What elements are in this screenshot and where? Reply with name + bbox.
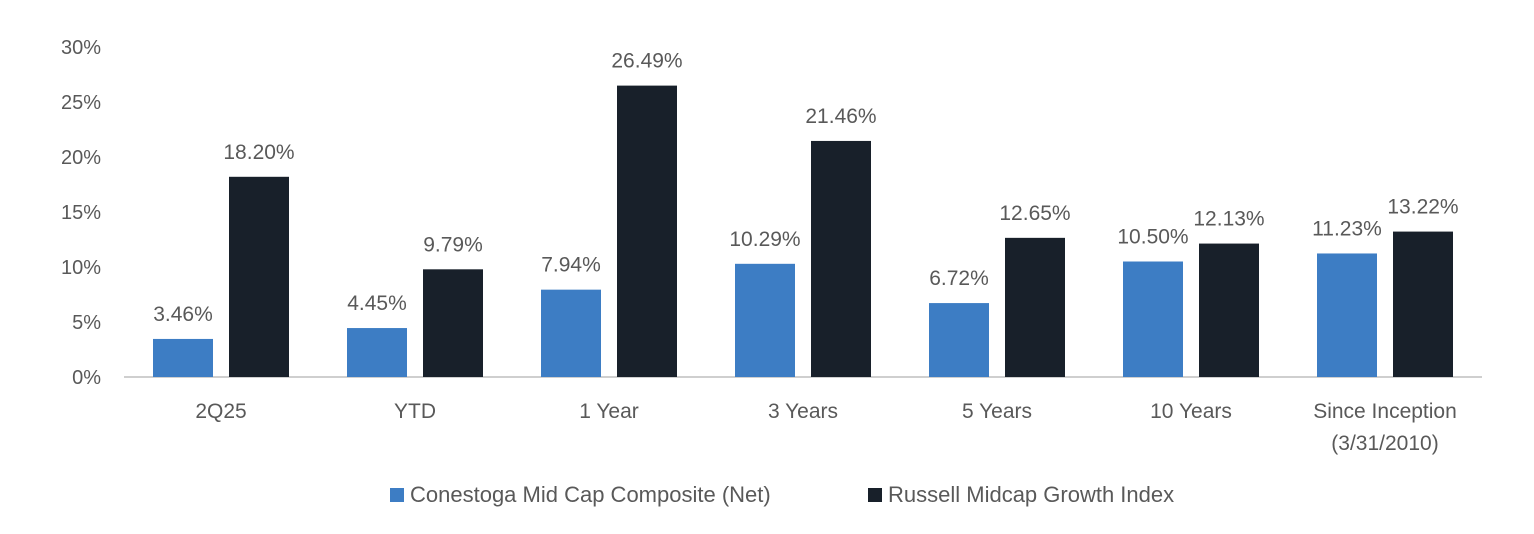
data-label-series-2: 18.20% (223, 141, 294, 164)
bar-series-2 (617, 85, 677, 378)
x-category-label: 3 Years (768, 400, 838, 423)
bar-series-1 (929, 303, 989, 377)
y-tick-label: 20% (61, 147, 101, 169)
x-category-label-line: YTD (394, 400, 436, 423)
legend: Conestoga Mid Cap Composite (Net) Russell… (390, 482, 1174, 507)
bar-series-2 (1393, 231, 1453, 377)
x-axis: 2Q25 YTD 1 Year 3 Years 5 Years 10 Years Since… (195, 400, 1456, 455)
data-label-series-2: 21.46% (805, 105, 876, 128)
x-category-label: 1 Year (579, 400, 639, 423)
bar-series-1 (347, 328, 407, 377)
bar-series-1 (1123, 261, 1183, 377)
bars (153, 85, 1453, 378)
data-label-series-2: 9.79% (423, 233, 483, 256)
y-tick-label: 10% (61, 257, 101, 279)
x-category-label-line: 5 Years (962, 400, 1032, 423)
x-category-label: Since Inception (3/31/2010) (1313, 400, 1457, 455)
y-tick-label: 5% (72, 312, 101, 334)
x-category-label-line: (3/31/2010) (1331, 432, 1438, 455)
x-category-label-line: 1 Year (579, 400, 639, 423)
legend-swatch-series-2 (868, 488, 882, 502)
y-tick-label: 30% (61, 37, 101, 59)
bar-series-2 (1005, 237, 1065, 377)
y-tick-label: 25% (61, 92, 101, 114)
legend-label-series-2: Russell Midcap Growth Index (888, 482, 1174, 507)
bar-series-1 (541, 289, 601, 377)
data-label-series-2: 13.22% (1387, 196, 1458, 219)
legend-swatch-series-1 (390, 488, 404, 502)
bar-series-2 (229, 176, 289, 377)
data-label-series-2: 12.65% (999, 202, 1070, 225)
data-label-series-1: 7.94% (541, 254, 601, 277)
x-category-label-line: 10 Years (1150, 400, 1232, 423)
bar-series-2 (423, 269, 483, 377)
data-label-series-1: 11.23% (1312, 217, 1382, 240)
data-label-series-1: 4.45% (347, 292, 407, 315)
bar-series-2 (1199, 243, 1259, 377)
data-label-series-1: 3.46% (153, 303, 213, 326)
x-category-label: 5 Years (962, 400, 1032, 423)
data-label-series-2: 26.49% (611, 50, 682, 73)
data-labels: 3.46% 18.20% 4.45% 9.79% 7.94% 26.49% 10.29% 21… (153, 50, 1458, 326)
x-category-label: 10 Years (1150, 400, 1232, 423)
x-category-label: 2Q25 (195, 400, 246, 423)
bar-series-1 (1317, 253, 1377, 377)
data-label-series-1: 10.50% (1117, 226, 1188, 249)
x-category-label-line: 2Q25 (195, 400, 246, 423)
y-tick-label: 0% (72, 367, 101, 389)
x-category-label-line: 3 Years (768, 400, 838, 423)
bar-series-2 (811, 140, 871, 377)
y-tick-label: 15% (61, 202, 101, 224)
bar-series-1 (735, 263, 795, 377)
x-category-label: YTD (394, 400, 436, 423)
legend-label-series-1: Conestoga Mid Cap Composite (Net) (410, 482, 771, 507)
x-category-label-line: Since Inception (1313, 400, 1457, 423)
y-axis: 0% 5% 10% 15% 20% 25% 30% (61, 37, 101, 389)
data-label-series-2: 12.13% (1193, 208, 1264, 231)
data-label-series-1: 10.29% (729, 228, 800, 251)
data-label-series-1: 6.72% (929, 267, 989, 290)
bar-series-1 (153, 338, 213, 377)
